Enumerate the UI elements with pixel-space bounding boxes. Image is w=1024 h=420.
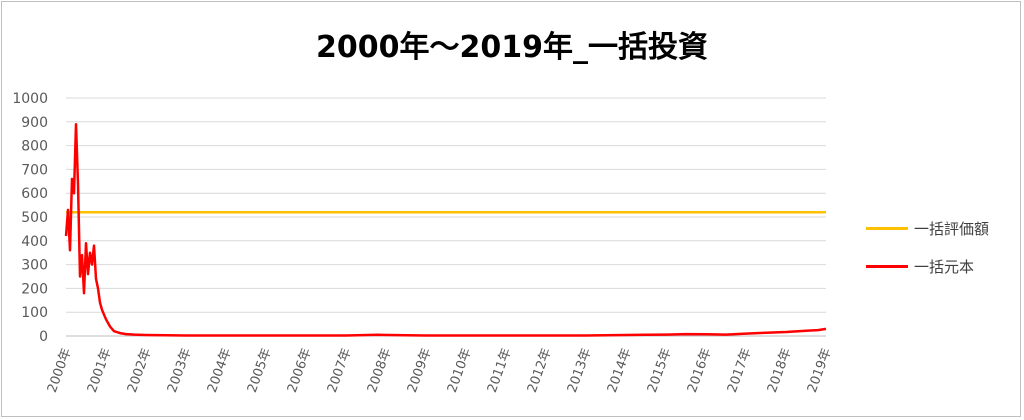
x-tick-label: 2018年 bbox=[765, 346, 795, 394]
legend-label-valuation: 一括評価額 bbox=[914, 219, 990, 238]
x-tick-label: 2010年 bbox=[445, 346, 475, 394]
series-line-principal bbox=[64, 122, 827, 337]
x-tick-label: 2004年 bbox=[205, 346, 235, 394]
x-tick-label: 2006年 bbox=[285, 346, 315, 394]
x-tick-label: 2003年 bbox=[165, 346, 195, 394]
legend-swatch-principal bbox=[866, 264, 908, 268]
y-tick-label: 400 bbox=[21, 234, 48, 250]
y-tick-label: 500 bbox=[21, 210, 48, 226]
x-tick-label: 2002年 bbox=[125, 346, 155, 394]
legend-swatch-valuation bbox=[866, 226, 908, 230]
x-tick-label: 2013年 bbox=[565, 346, 595, 394]
y-tick-label: 600 bbox=[21, 186, 48, 202]
y-tick-label: 100 bbox=[21, 305, 48, 321]
x-tick-label: 2012年 bbox=[525, 346, 555, 394]
x-axis-ticks: 2000年 2001年 2002年 2003年 2004年 2005年 2006年 2007年… bbox=[45, 346, 835, 394]
x-tick-label: 2011年 bbox=[485, 346, 515, 394]
gridlines bbox=[66, 97, 826, 337]
legend-item-valuation: 一括評価額 bbox=[866, 218, 989, 238]
x-tick-label: 2001年 bbox=[85, 346, 115, 394]
x-tick-label: 2014年 bbox=[605, 346, 635, 394]
x-tick-label: 2009年 bbox=[405, 346, 435, 394]
y-tick-label: 900 bbox=[21, 115, 48, 131]
series-lines bbox=[64, 122, 827, 337]
y-tick-label: 300 bbox=[21, 258, 48, 274]
x-tick-label: 2019年 bbox=[805, 346, 835, 394]
y-tick-label: 700 bbox=[21, 162, 48, 178]
x-tick-label: 2008年 bbox=[365, 346, 395, 394]
y-tick-label: 800 bbox=[21, 139, 48, 155]
x-tick-label: 2000年 bbox=[45, 346, 75, 394]
x-tick-label: 2017年 bbox=[725, 346, 755, 394]
x-tick-label: 2015年 bbox=[645, 346, 675, 394]
legend-item-principal: 一括元本 bbox=[866, 256, 989, 276]
x-tick-label: 2007年 bbox=[325, 346, 355, 394]
y-tick-label: 200 bbox=[21, 281, 48, 297]
legend: 一括評価額 一括元本 bbox=[866, 218, 989, 294]
x-tick-label: 2005年 bbox=[245, 346, 275, 394]
legend-label-principal: 一括元本 bbox=[914, 257, 975, 276]
y-tick-label: 0 bbox=[39, 329, 48, 345]
x-tick-label: 2016年 bbox=[685, 346, 715, 394]
chart-title: 2000年～2019年_一括投資 bbox=[316, 30, 708, 65]
y-tick-label: 1000 bbox=[12, 91, 48, 107]
y-axis-ticks: 0 100 200 300 400 500 600 700 800 900 1000 bbox=[12, 91, 48, 345]
